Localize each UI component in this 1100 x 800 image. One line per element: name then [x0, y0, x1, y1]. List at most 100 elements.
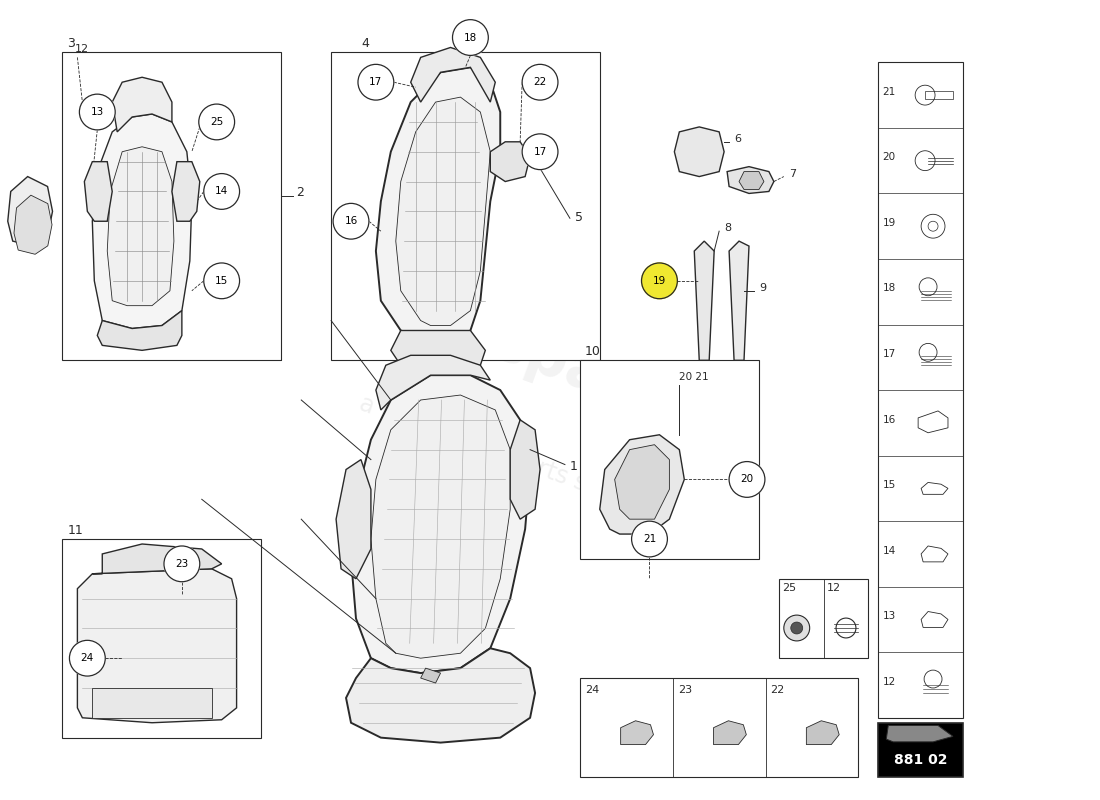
- Circle shape: [452, 20, 488, 55]
- Text: 16: 16: [882, 414, 895, 425]
- Circle shape: [79, 94, 116, 130]
- Polygon shape: [77, 569, 236, 722]
- Circle shape: [204, 174, 240, 210]
- Circle shape: [333, 203, 369, 239]
- Text: 15: 15: [214, 276, 229, 286]
- Polygon shape: [396, 97, 491, 326]
- Polygon shape: [806, 721, 839, 745]
- Circle shape: [631, 521, 668, 557]
- Circle shape: [199, 104, 234, 140]
- Text: 7: 7: [789, 169, 796, 178]
- Polygon shape: [8, 177, 53, 246]
- Text: 17: 17: [882, 349, 895, 359]
- Polygon shape: [14, 195, 52, 254]
- Polygon shape: [714, 721, 746, 745]
- Text: 20: 20: [740, 474, 754, 485]
- Text: 18: 18: [464, 33, 477, 42]
- Text: 23: 23: [175, 559, 188, 569]
- Bar: [878, 62, 962, 718]
- Text: 21: 21: [882, 87, 895, 97]
- Text: 14: 14: [882, 546, 895, 556]
- Text: 19: 19: [882, 218, 895, 228]
- Text: 1: 1: [570, 459, 578, 473]
- Polygon shape: [674, 127, 724, 177]
- Text: 12: 12: [882, 677, 895, 686]
- Text: 21: 21: [642, 534, 656, 544]
- Circle shape: [729, 462, 764, 498]
- Polygon shape: [172, 162, 200, 222]
- Polygon shape: [346, 648, 535, 742]
- Text: 18: 18: [882, 283, 895, 294]
- Polygon shape: [351, 375, 530, 673]
- Polygon shape: [729, 241, 749, 360]
- Circle shape: [522, 64, 558, 100]
- Text: 19: 19: [652, 276, 667, 286]
- Text: eurospares: eurospares: [345, 262, 712, 442]
- Polygon shape: [620, 721, 653, 745]
- Text: 22: 22: [534, 78, 547, 87]
- Text: 17: 17: [534, 146, 547, 157]
- Text: 20 21: 20 21: [680, 372, 710, 382]
- Text: 6: 6: [734, 134, 741, 144]
- Text: 22: 22: [770, 685, 784, 695]
- Polygon shape: [371, 395, 510, 658]
- Circle shape: [784, 615, 810, 641]
- Text: 5: 5: [575, 211, 583, 224]
- Circle shape: [522, 134, 558, 170]
- Polygon shape: [337, 459, 371, 578]
- Polygon shape: [694, 241, 714, 360]
- Circle shape: [164, 546, 200, 582]
- Text: 15: 15: [882, 480, 895, 490]
- Polygon shape: [97, 310, 182, 350]
- Polygon shape: [376, 67, 500, 341]
- Circle shape: [204, 263, 240, 298]
- Bar: [331, 53, 600, 360]
- Polygon shape: [112, 78, 172, 132]
- Polygon shape: [410, 47, 495, 102]
- Bar: [63, 539, 262, 738]
- Polygon shape: [727, 166, 774, 194]
- Text: 11: 11: [67, 524, 84, 537]
- Polygon shape: [600, 434, 684, 534]
- Polygon shape: [615, 445, 670, 519]
- Circle shape: [791, 622, 803, 634]
- Text: 23: 23: [678, 685, 692, 695]
- Text: 17: 17: [370, 78, 383, 87]
- Bar: [580, 678, 858, 778]
- Text: 3: 3: [67, 38, 75, 50]
- Circle shape: [641, 263, 678, 298]
- Circle shape: [358, 64, 394, 100]
- Polygon shape: [491, 142, 530, 182]
- Text: 13: 13: [90, 107, 103, 117]
- Bar: [580, 360, 759, 559]
- Polygon shape: [887, 726, 953, 742]
- Text: 12: 12: [75, 45, 88, 54]
- Polygon shape: [107, 146, 174, 306]
- Text: 25: 25: [782, 582, 796, 593]
- Text: 24: 24: [585, 685, 600, 695]
- Text: 8: 8: [724, 223, 732, 233]
- Polygon shape: [510, 420, 540, 519]
- Bar: [63, 53, 282, 360]
- Polygon shape: [92, 688, 211, 718]
- Text: 9: 9: [759, 282, 766, 293]
- Text: 14: 14: [214, 186, 229, 197]
- Text: 10: 10: [585, 346, 601, 358]
- Text: 881 02: 881 02: [894, 753, 947, 767]
- Text: 25: 25: [210, 117, 223, 127]
- Text: a passion for parts since 1985: a passion for parts since 1985: [356, 391, 700, 536]
- Text: 2: 2: [296, 186, 305, 199]
- Polygon shape: [92, 544, 222, 574]
- Bar: [779, 578, 868, 658]
- Text: 20: 20: [882, 152, 895, 162]
- Polygon shape: [420, 668, 441, 683]
- Polygon shape: [739, 171, 763, 190]
- Text: 16: 16: [344, 216, 358, 226]
- Text: 4: 4: [361, 38, 368, 50]
- Polygon shape: [376, 355, 491, 410]
- Polygon shape: [92, 114, 191, 329]
- Text: 13: 13: [882, 611, 895, 621]
- Text: 12: 12: [826, 582, 840, 593]
- Circle shape: [69, 640, 106, 676]
- Polygon shape: [390, 330, 485, 370]
